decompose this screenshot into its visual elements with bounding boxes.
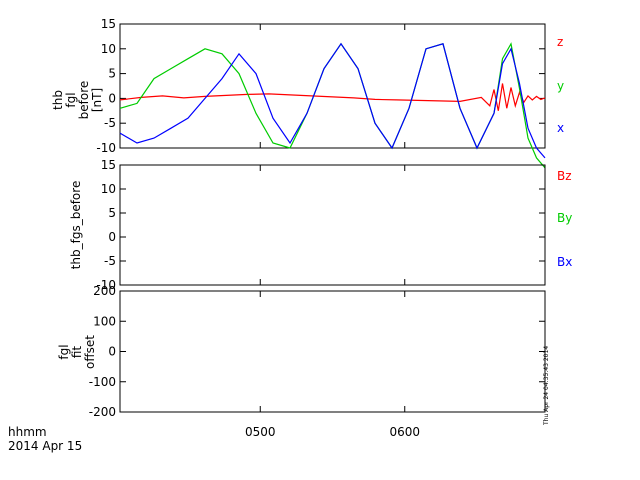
x-tick-label: 0600	[389, 425, 420, 439]
y-tick-label: 10	[101, 182, 116, 196]
y-tick-label: -200	[89, 405, 116, 419]
plot-frame	[119, 23, 546, 149]
y-tick-label: 5	[108, 67, 116, 81]
legend-By: By	[557, 211, 572, 225]
panel-thb-fgs: -10 -5 0 5 10 15 thb_fgs_before Bz By Bx	[69, 158, 572, 292]
series-line-x	[119, 42, 546, 159]
legend-Bx: Bx	[557, 255, 572, 269]
y-tick-label: 100	[93, 314, 116, 328]
y-axis-label: fgl	[57, 344, 71, 359]
footer: hhmm 2014 Apr 15	[8, 425, 82, 453]
y-tick-label: 0	[108, 91, 116, 105]
y-tick-label: 5	[108, 206, 116, 220]
x-axis-footer-label: hhmm	[8, 425, 47, 439]
x-tick-label: 0500	[245, 425, 276, 439]
y-tick-label: 0	[108, 230, 116, 244]
y-tick-label: -10	[96, 141, 116, 155]
series-line-z	[119, 83, 546, 111]
y-axis-label: fit	[70, 346, 84, 359]
y-tick-label: 10	[101, 42, 116, 56]
y-tick-label: 0	[108, 345, 116, 359]
y-tick-label: -100	[89, 375, 116, 389]
plot-frame	[119, 290, 546, 413]
y-axis-label: fgl	[64, 92, 78, 107]
legend-x: x	[557, 121, 564, 135]
y-tick-label: -5	[104, 116, 116, 130]
legend-z: z	[557, 35, 563, 49]
y-axis-label: thb	[51, 90, 65, 110]
y-tick-label: -5	[104, 254, 116, 268]
plot-frame	[119, 164, 546, 286]
y-tick-label: 15	[101, 17, 116, 31]
y-axis-label: before	[77, 81, 91, 120]
y-axis-label: [nT]	[90, 88, 104, 112]
panel-fgl-fit-offset: -200 -100 0 100 200 fgl fit offset 0500 0600	[57, 284, 546, 439]
legend-y: y	[557, 79, 564, 93]
y-axis-label: offset	[83, 335, 97, 369]
timestamp: Thu Apr 24 04:35:43 2014	[543, 346, 550, 426]
x-axis-footer-date: 2014 Apr 15	[8, 439, 82, 453]
y-tick-label: 200	[93, 284, 116, 298]
y-axis-label: thb_fgs_before	[69, 181, 83, 270]
y-tick-label: 15	[101, 158, 116, 172]
panel-thb-fgl: -10 -5 0 5 10 15 thb fgl before [nT] z y x	[51, 17, 564, 169]
series-line-y	[119, 42, 546, 169]
legend-Bz: Bz	[557, 169, 572, 183]
y-tick-label: -10	[96, 278, 116, 292]
